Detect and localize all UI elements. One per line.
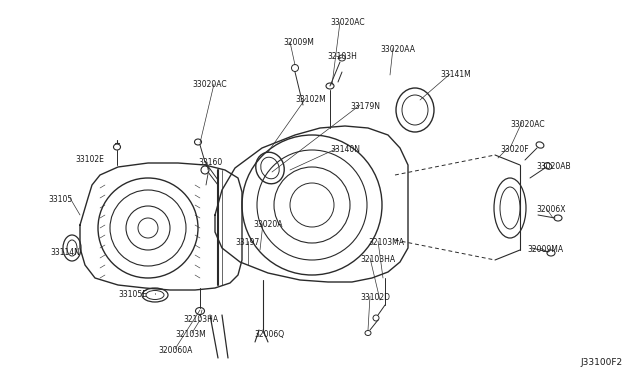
Text: 32006X: 32006X [536, 205, 566, 214]
Text: 32103M: 32103M [175, 330, 205, 339]
Text: 33020F: 33020F [500, 145, 529, 154]
Text: 32009MA: 32009MA [527, 245, 563, 254]
Ellipse shape [113, 144, 120, 150]
Text: 32103HA: 32103HA [360, 255, 395, 264]
Text: J33100F2: J33100F2 [580, 358, 622, 367]
Text: 32103HA: 32103HA [183, 315, 218, 324]
Text: 320060A: 320060A [158, 346, 193, 355]
Text: 33020A: 33020A [253, 220, 282, 229]
Text: 33105: 33105 [48, 195, 72, 204]
Text: 33197: 33197 [235, 238, 259, 247]
Text: 33114N: 33114N [50, 248, 80, 257]
Text: 33020AC: 33020AC [510, 120, 545, 129]
Text: 33020AA: 33020AA [380, 45, 415, 54]
Text: 33105E: 33105E [118, 290, 147, 299]
Text: 33141M: 33141M [440, 70, 471, 79]
Text: 33020AC: 33020AC [192, 80, 227, 89]
Text: 33102D: 33102D [360, 293, 390, 302]
Text: 33179N: 33179N [350, 102, 380, 111]
Text: 33140N: 33140N [330, 145, 360, 154]
Text: 32006Q: 32006Q [254, 330, 284, 339]
Text: 32103MA: 32103MA [368, 238, 404, 247]
Text: 33102E: 33102E [75, 155, 104, 164]
Text: 32009M: 32009M [283, 38, 314, 47]
Text: 33160: 33160 [198, 158, 222, 167]
Text: 33020AB: 33020AB [536, 162, 571, 171]
Text: 33102M: 33102M [295, 95, 326, 104]
Text: 32103H: 32103H [327, 52, 357, 61]
Text: 33020AC: 33020AC [330, 18, 365, 27]
